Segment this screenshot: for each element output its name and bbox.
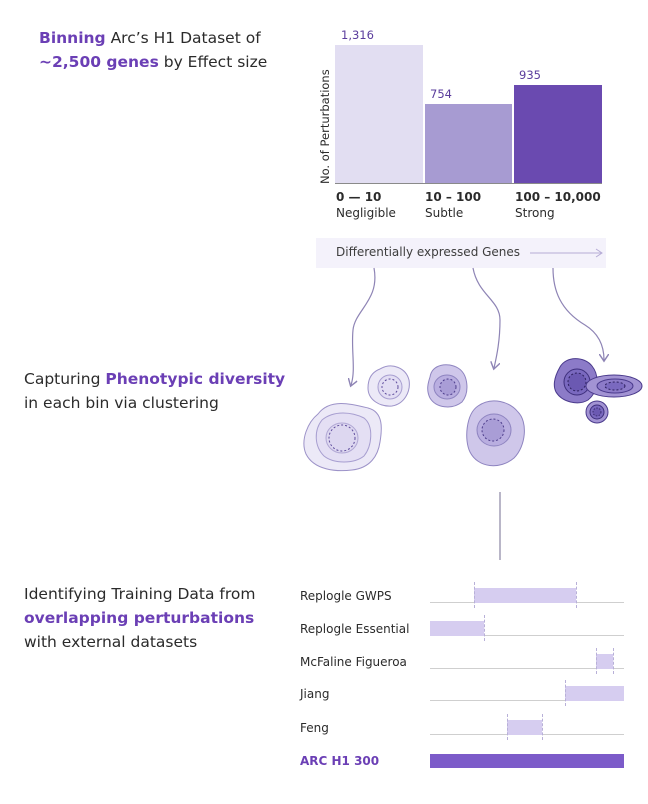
tick-range-subtle: 10 – 100: [425, 190, 482, 204]
dataset-row-line: [430, 668, 624, 669]
hl-genes: ~2,500 genes: [39, 53, 159, 71]
overlap-tick: [507, 714, 508, 740]
overlap-bar: [565, 686, 624, 701]
text-effect-size: by Effect size: [158, 53, 268, 71]
overlap-bar: [596, 654, 613, 669]
curved-arrow-subtle: [472, 267, 501, 368]
overlap-tick: [542, 714, 543, 740]
arc-h1-bar: [430, 754, 624, 768]
dataset-label-feng: Feng: [300, 721, 329, 735]
overlap-bar: [474, 588, 576, 603]
curved-arrow-negligible: [351, 267, 376, 385]
dataset-label-mcfaline-figueroa: McFaline Figueroa: [300, 655, 407, 669]
bar-value-subtle: 754: [430, 87, 452, 101]
tick-name-subtle: Subtle: [425, 206, 464, 220]
dataset-rows: [430, 580, 624, 780]
overlap-tick: [596, 648, 597, 674]
bar-value-strong: 935: [519, 68, 541, 82]
dataset-label-jiang: Jiang: [300, 687, 330, 701]
hl-overlapping: overlapping perturbations: [24, 609, 255, 627]
tick-name-negligible: Negligible: [336, 206, 396, 220]
overlap-tick: [576, 582, 577, 608]
tick-name-strong: Strong: [515, 206, 555, 220]
overlap-tick: [565, 680, 566, 706]
dataset-label-arc-h1: ARC H1 300: [300, 754, 380, 768]
section-binning-text: Binning Arc’s H1 Dataset of ~2,500 genes…: [39, 26, 267, 74]
section-clustering-text: Capturing Phenotypic diversity in each b…: [24, 367, 285, 415]
text-each-bin: in each bin via clustering: [24, 394, 219, 412]
tick-range-negligible: 0 — 10: [336, 190, 382, 204]
bar-subtle: [425, 104, 512, 183]
effect-size-bar-chart: No. of Perturbations 1,316 754 935 0 — 1…: [0, 0, 648, 240]
dataset-row-line: [430, 700, 624, 701]
tick-range-strong: 100 – 10,000: [515, 190, 601, 204]
x-axis-line: [335, 183, 602, 184]
text-dataset: Arc’s H1 Dataset of: [105, 29, 261, 47]
text-identifying: Identifying Training Data from: [24, 585, 256, 603]
overlap-bar: [430, 621, 484, 636]
overlap-tick: [474, 582, 475, 608]
curved-arrow-strong: [552, 267, 604, 360]
dataset-label-replogle-essential: Replogle Essential: [300, 622, 410, 636]
overlap-tick: [613, 648, 614, 674]
hl-phenotypic: Phenotypic diversity: [105, 370, 286, 388]
overlap-tick: [484, 615, 485, 641]
bar-value-negligible: 1,316: [341, 28, 374, 42]
section-training-text: Identifying Training Data from overlappi…: [24, 582, 256, 654]
dataset-label-replogle-gwps: Replogle GWPS: [300, 589, 392, 603]
bar-negligible: [335, 45, 423, 183]
subtle-cells: [427, 364, 525, 467]
hl-binning: Binning: [39, 29, 106, 47]
negligible-cells: [303, 365, 410, 472]
bar-strong: [514, 85, 602, 183]
deg-arrow-head-icon: [595, 248, 603, 258]
strong-cells: [553, 358, 643, 424]
dataset-row-line: [430, 635, 624, 636]
deg-axis-label: Differentially expressed Genes: [336, 245, 521, 259]
cluster-illustration: [303, 248, 643, 560]
text-external: with external datasets: [24, 633, 198, 651]
dataset-overlap-panel: Replogle GWPS Replogle Essential McFalin…: [0, 580, 648, 804]
text-capturing: Capturing: [24, 370, 106, 388]
overlap-bar: [507, 720, 542, 735]
